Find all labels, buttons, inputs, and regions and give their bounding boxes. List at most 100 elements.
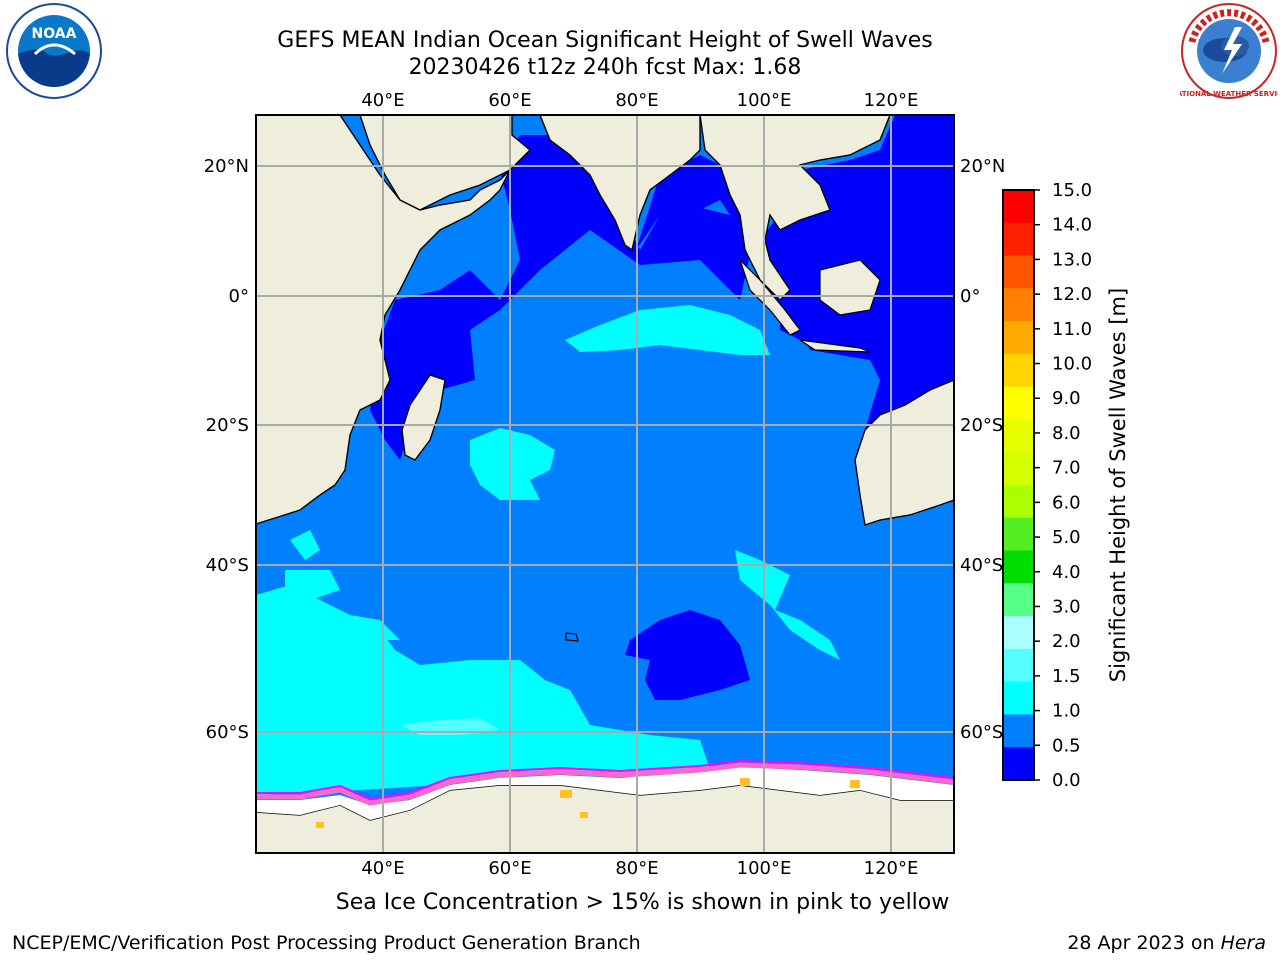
colorbar-segment (1003, 517, 1034, 552)
lon-label-bottom: 40°E (361, 858, 404, 879)
sea-ice-yellow-3 (850, 780, 860, 788)
arabian-sea-low-swell (370, 135, 752, 460)
equatorial-high-swell (565, 305, 770, 355)
colorbar-tick-label: 8.0 (1052, 423, 1081, 444)
lat-label-right: 0° (960, 286, 980, 307)
colorbar-tick-label: 0.5 (1052, 735, 1081, 756)
sea-ice-yellow-2 (740, 778, 750, 786)
lat-label-left: 20°S (206, 415, 249, 436)
credit-line: NCEP/EMC/Verification Post Processing Pr… (12, 932, 641, 954)
southwest-high-swell (290, 530, 320, 560)
machine-name: Hera (1220, 932, 1266, 954)
lon-label-bottom: 100°E (737, 858, 792, 879)
sea-ice-outer-edge (256, 759, 954, 801)
lat-labels-left: 20°N 0° 20°S 40°S 60°S (204, 156, 249, 743)
indonesia-low-swell (780, 115, 954, 380)
colorbar-segment (1003, 550, 1034, 584)
madagascar-land (401, 374, 446, 461)
map-plot-area (256, 115, 954, 853)
map-subtitle: 20230426 t12z 240h fcst Max: 1.68 (408, 55, 802, 80)
sea-ice-caption: Sea Ice Concentration > 15% is shown in … (335, 890, 950, 915)
colorbar-segment (1003, 353, 1034, 388)
lat-label-left: 0° (229, 286, 249, 307)
lat-label-right: 40°S (960, 555, 1003, 576)
colorbar-tick-label: 0.0 (1052, 770, 1081, 791)
colorbar-frame (1002, 189, 1035, 781)
colorbar-tick-label: 6.0 (1052, 492, 1081, 513)
kerguelen-island (565, 632, 579, 642)
colorbar-tick-label: 1.0 (1052, 701, 1081, 722)
colorbar: 15.0 14.0 13.0 12.0 11.0 10.0 9.0 8.0 7.0 6.0 5.0 4… (1002, 180, 1092, 791)
colorbar-segment (1003, 222, 1034, 257)
colorbar-segment (1003, 288, 1034, 322)
graticule (256, 115, 954, 853)
sea-ice-edge (256, 762, 954, 806)
nws-logo-text: NATIONAL WEATHER SERVICE (1180, 90, 1278, 98)
colorbar-tick-label: 2.0 (1052, 631, 1081, 652)
southeast-asia-land (699, 115, 891, 301)
lon-label-top: 120°E (864, 90, 919, 111)
colorbar-tick-label: 10.0 (1052, 354, 1092, 375)
lon-label-top: 80°E (615, 90, 658, 111)
colorbar-tick-label: 5.0 (1052, 527, 1081, 548)
colorbar-segment (1003, 452, 1034, 486)
colorbar-tick-label: 1.5 (1052, 666, 1081, 687)
colorbar-tick-label: 13.0 (1052, 249, 1092, 270)
southwest-high-swell-2 (285, 570, 340, 600)
australia-land (854, 379, 954, 526)
southern-low-swell-patch (625, 610, 750, 700)
lat-labels-right: 20°N 0° 20°S 40°S 60°S (960, 156, 1005, 743)
colorbar-label: Significant Height of Swell Waves [m] (1106, 288, 1130, 682)
colorbar-tick-label: 15.0 (1052, 180, 1092, 201)
colorbar-segment (1003, 714, 1034, 748)
madagascar-east-high-swell (470, 428, 555, 500)
lon-label-top: 100°E (737, 90, 792, 111)
india-land (539, 115, 701, 252)
lon-label-bottom: 120°E (864, 858, 919, 879)
colorbar-segment (1003, 583, 1034, 617)
borneo-land (819, 259, 881, 316)
colorbar-segment (1003, 616, 1034, 650)
northern-band-05-1 (400, 718, 500, 735)
lon-labels-bottom: 40°E 60°E 80°E 100°E 120°E (361, 858, 918, 879)
lon-label-bottom: 80°E (615, 858, 658, 879)
colorbar-segment (1003, 747, 1034, 781)
lat-label-left: 60°S (206, 722, 249, 743)
map-title: GEFS MEAN Indian Ocean Significant Heigh… (277, 28, 933, 53)
lat-label-right: 20°N (960, 156, 1005, 177)
colorbar-segment (1003, 255, 1034, 289)
colorbar-tick-label: 12.0 (1052, 284, 1092, 305)
southern-ocean-high-swell (256, 610, 710, 795)
sea-ice-yellow-5 (316, 822, 324, 828)
colorbar-segment (1003, 190, 1034, 224)
colorbar-tick-label: 11.0 (1052, 319, 1092, 340)
colorbar-segment (1003, 386, 1034, 420)
nws-logo: NATIONAL WEATHER SERVICE (1180, 3, 1278, 99)
noaa-logo: NOAA (6, 3, 102, 99)
colorbar-tick-label: 4.0 (1052, 562, 1081, 583)
sea-ice-yellow-4 (580, 812, 588, 818)
colorbar-tick-label: 9.0 (1052, 388, 1081, 409)
lat-label-left: 40°S (206, 555, 249, 576)
sea-ice-white (256, 767, 954, 820)
map-frame (255, 114, 955, 854)
colorbar-tick-label: 7.0 (1052, 458, 1081, 479)
lat-label-left: 20°N (204, 156, 249, 177)
lon-label-top: 40°E (361, 90, 404, 111)
south-central-high-swell (735, 550, 840, 660)
colorbar-tick-label: 3.0 (1052, 596, 1081, 617)
lon-label-top: 60°E (488, 90, 531, 111)
colorbar-segment (1003, 681, 1034, 715)
java-land (799, 339, 871, 353)
colorbar-segment (1003, 419, 1034, 453)
sea-ice-yellow-1 (560, 790, 572, 798)
southern-ocean-high-swell-extra (256, 585, 400, 640)
lat-label-right: 60°S (960, 722, 1003, 743)
lon-label-bottom: 60°E (488, 858, 531, 879)
date-text: 28 Apr 2023 on (1067, 932, 1221, 954)
date-line: 28 Apr 2023 on Hera (1067, 932, 1266, 954)
lon-labels-top: 40°E 60°E 80°E 100°E 120°E (361, 90, 918, 111)
colorbar-segment (1003, 485, 1034, 519)
colorbar-segment (1003, 648, 1034, 683)
